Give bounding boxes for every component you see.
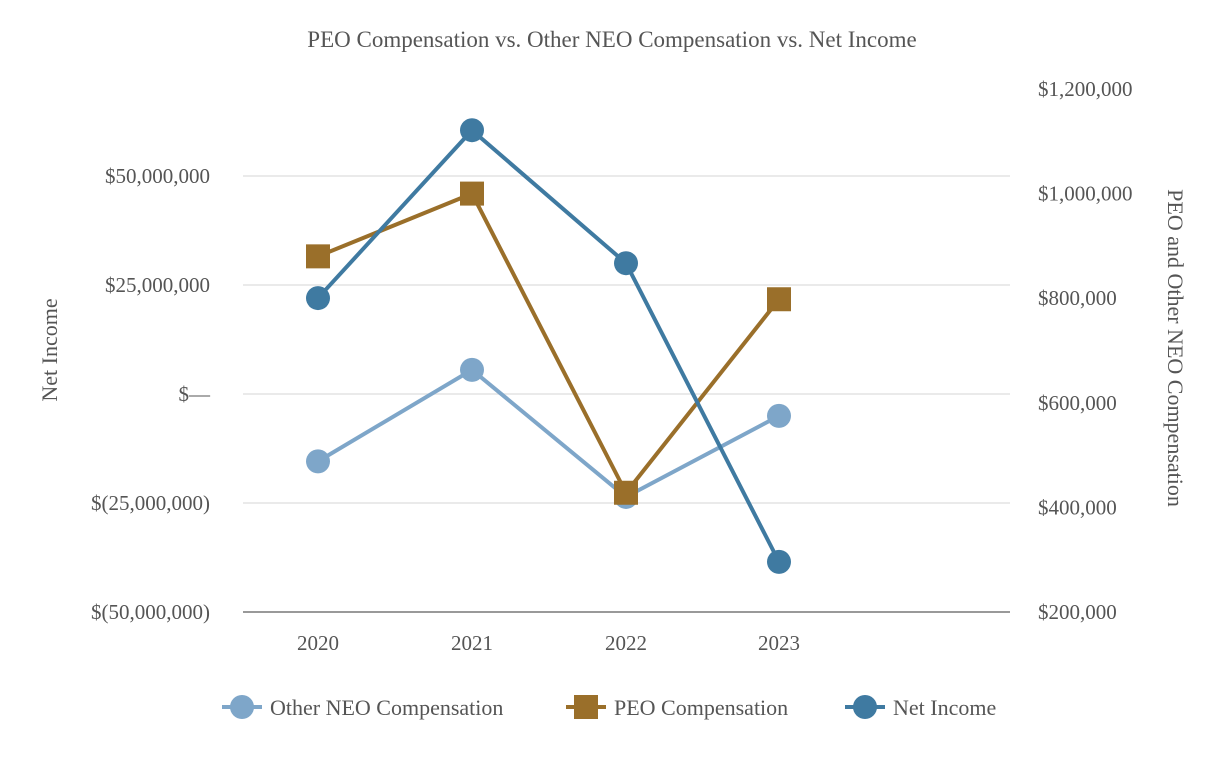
x-tick-label: 2022 [605, 631, 647, 655]
right-axis-ticks: $1,200,000 $1,000,000 $800,000 $600,000 $400… [1038, 77, 1133, 624]
left-tick-label: $(25,000,000) [91, 491, 210, 515]
left-tick-label: $50,000,000 [105, 164, 210, 188]
right-tick-label: $1,000,000 [1038, 182, 1133, 206]
left-tick-label: $— [179, 382, 212, 406]
gridlines [243, 175, 1010, 613]
legend-label: Other NEO Compensation [270, 695, 503, 720]
x-axis-ticks: 2020 2021 2022 2023 [297, 631, 800, 655]
data-point-square [306, 244, 330, 269]
series-line [317, 191, 781, 495]
legend: Other NEO Compensation PEO Compensation Ne… [222, 695, 996, 720]
data-point-circle [767, 403, 791, 428]
right-axis-title: PEO and Other NEO Compensation [1163, 189, 1188, 507]
right-tick-label: $400,000 [1038, 495, 1117, 519]
series-other-neo-compensation [306, 357, 791, 509]
legend-marker-circle [230, 695, 254, 719]
data-point-square [460, 181, 484, 206]
right-tick-label: $1,200,000 [1038, 77, 1133, 101]
right-tick-label: $800,000 [1038, 286, 1117, 310]
x-tick-label: 2021 [451, 631, 493, 655]
legend-marker-square [574, 695, 598, 719]
legend-marker-circle [853, 695, 877, 719]
series-peo-compensation [306, 181, 791, 505]
legend-item: Net Income [845, 695, 996, 720]
data-point-square [767, 287, 791, 312]
data-point-circle [460, 357, 484, 382]
legend-item: Other NEO Compensation [222, 695, 503, 720]
x-tick-label: 2020 [297, 631, 339, 655]
legend-item: PEO Compensation [566, 695, 788, 720]
x-tick-label: 2023 [758, 631, 800, 655]
left-axis-ticks: $50,000,000 $25,000,000 $— $(25,000,000) $(5… [91, 164, 211, 624]
data-point-circle [306, 286, 330, 311]
legend-label: Net Income [893, 695, 996, 720]
series-net-income [306, 118, 791, 574]
data-point-circle [460, 118, 484, 143]
legend-label: PEO Compensation [614, 695, 788, 720]
right-tick-label: $600,000 [1038, 391, 1117, 415]
data-point-circle [767, 549, 791, 574]
chart-title: PEO Compensation vs. Other NEO Compensat… [307, 27, 916, 52]
series-line [316, 367, 780, 499]
series-line [316, 128, 781, 563]
data-point-circle [614, 251, 638, 276]
left-tick-label: $(50,000,000) [91, 600, 210, 624]
series-layer [306, 118, 791, 574]
data-point-circle [306, 449, 330, 474]
left-axis-title: Net Income [37, 298, 62, 401]
data-point-square [614, 480, 638, 505]
left-tick-label: $25,000,000 [105, 273, 210, 297]
right-tick-label: $200,000 [1038, 600, 1117, 624]
